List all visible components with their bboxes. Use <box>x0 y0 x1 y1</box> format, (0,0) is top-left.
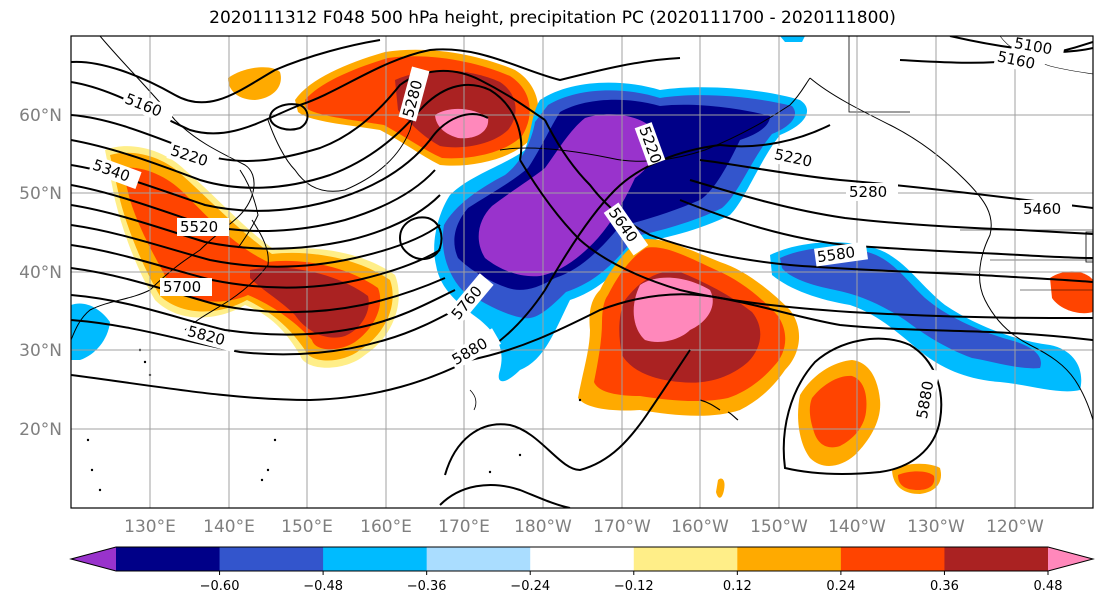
contour-label-group: 5160 5220 5340 5520 5700 5820 5280 5160 … <box>88 34 1072 423</box>
negative-anomaly-aleutians <box>434 82 808 382</box>
lon-label: 170°E <box>438 517 490 537</box>
lat-label: 50°N <box>19 184 62 204</box>
lon-label: 160°W <box>671 517 729 537</box>
contour-label: 5520 <box>180 218 218 236</box>
lon-label: 180°W <box>514 517 572 537</box>
lat-label: 40°N <box>19 263 62 283</box>
colorbar-tick-label: −0.24 <box>510 579 550 594</box>
contour-label: 5280 <box>849 183 887 201</box>
colorbar-extend-min <box>71 547 116 571</box>
colorbar-tick-label: −0.36 <box>407 579 447 594</box>
map-plot-area: 5160 5220 5340 5520 5700 5820 5280 5160 … <box>71 34 1093 508</box>
colorbar-swatch <box>737 547 842 571</box>
positive-anomaly-japan <box>105 146 399 368</box>
lat-label: 60°N <box>19 106 62 126</box>
colorbar-tick-label: −0.48 <box>303 579 343 594</box>
map-frame <box>70 35 1094 509</box>
colorbar-swatch <box>530 547 635 571</box>
colorbar-tick-label: −0.60 <box>200 579 240 594</box>
colorbar-swatch <box>116 547 221 571</box>
contour-label: 5460 <box>1023 200 1061 218</box>
lon-label: 120°W <box>986 517 1044 537</box>
longitude-labels: 130°E 140°E 150°E 160°E 170°E 180°W 170°… <box>124 517 1044 537</box>
colorbar-swatch <box>944 547 1049 571</box>
colorbar-tick-label: 0.36 <box>930 579 959 594</box>
lat-label: 20°N <box>19 420 62 440</box>
graticule <box>71 36 1093 508</box>
colorbar-swatch <box>219 547 324 571</box>
colorbar-swatch <box>323 547 428 571</box>
lon-label: 140°E <box>203 517 255 537</box>
colorbar-tick-label: 0.24 <box>826 579 855 594</box>
colorbar-tick-label: 0.12 <box>723 579 752 594</box>
island-dots <box>86 348 582 492</box>
colorbar: −0.60 −0.48 −0.36 −0.24 −0.12 0.12 0.24 0.36 0.4… <box>69 546 1095 594</box>
contour-label: 5100 <box>1013 34 1054 58</box>
lon-label: 140°W <box>828 517 886 537</box>
contour-label: 5700 <box>163 278 201 296</box>
positive-anomaly-central-pacific <box>578 239 800 416</box>
lon-label: 130°W <box>907 517 965 537</box>
negative-anomaly-west-edge <box>71 303 110 360</box>
height-contours <box>71 36 1093 508</box>
negative-anomaly-northeast-pacific <box>770 242 1082 392</box>
colorbar-tick-label: −0.12 <box>614 579 654 594</box>
colorbar-outline <box>69 546 1095 572</box>
contour-label: 5580 <box>816 243 856 266</box>
latitude-labels: 60°N 50°N 40°N 30°N 20°N <box>19 106 62 440</box>
lon-label: 150°W <box>750 517 808 537</box>
lon-label: 150°E <box>281 517 333 537</box>
colorbar-tick-label: 0.48 <box>1034 579 1063 594</box>
colorbar-swatch <box>840 547 945 571</box>
lon-label: 170°W <box>593 517 651 537</box>
lat-label: 30°N <box>19 341 62 361</box>
lon-label: 160°E <box>360 517 412 537</box>
colorbar-extend-max <box>1048 547 1093 571</box>
lon-label: 130°E <box>124 517 176 537</box>
colorbar-swatch <box>426 547 531 571</box>
map-title: 2020111312 F048 500 hPa height, precipit… <box>209 8 896 28</box>
colorbar-swatch <box>633 547 738 571</box>
